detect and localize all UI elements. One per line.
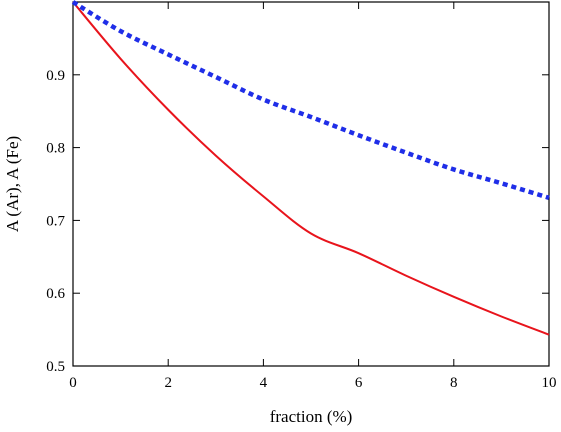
x-tick-label: 6 <box>355 375 363 391</box>
series-line-dotted <box>71 0 550 200</box>
y-tick-label: 0.9 <box>46 68 65 84</box>
x-tick-label: 10 <box>542 375 557 391</box>
x-tick-label: 8 <box>450 375 458 391</box>
axis-ticks <box>72 2 550 367</box>
series-line-solid <box>72 1 550 336</box>
y-axis-label: A (Ar), A (Fe) <box>3 136 22 232</box>
x-tick-label: 4 <box>260 375 268 391</box>
axis-tick-labels: 0 2 4 6 8 10 0.5 0.6 0.7 0.8 0.9 <box>46 68 556 391</box>
y-tick-label: 0.6 <box>46 286 65 302</box>
y-tick-label: 0.8 <box>46 141 65 157</box>
plot-frame <box>72 1 550 367</box>
x-tick-label: 2 <box>164 375 172 391</box>
series-group <box>71 0 550 336</box>
x-tick-label: 0 <box>69 375 77 391</box>
y-tick-label: 0.5 <box>46 359 65 375</box>
x-axis-label: fraction (%) <box>270 407 353 426</box>
y-tick-label: 0.7 <box>46 213 65 229</box>
